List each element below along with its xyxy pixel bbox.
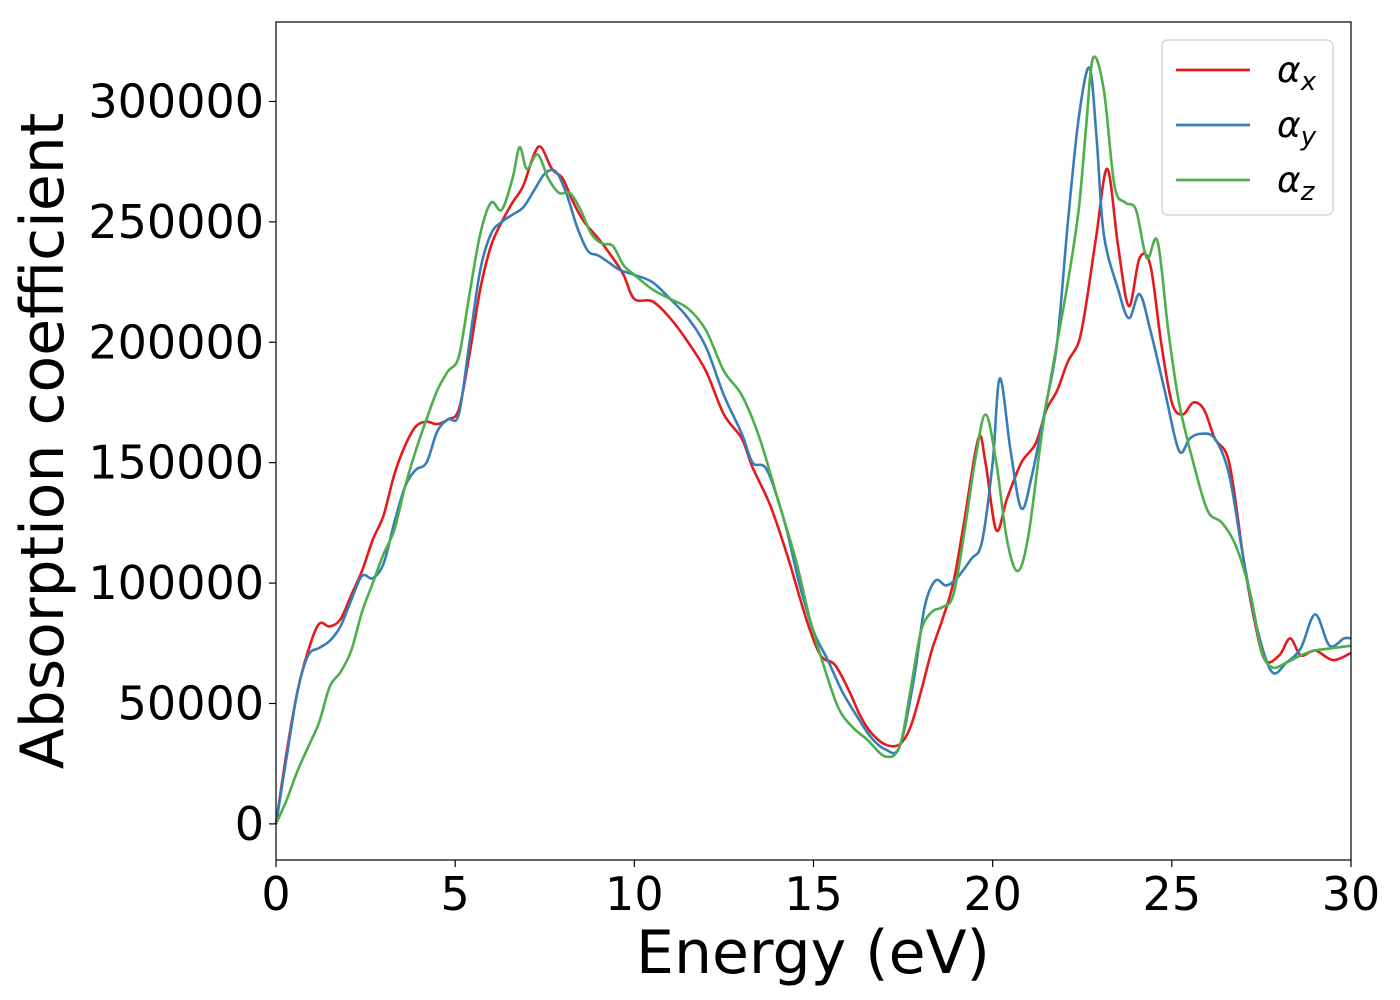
x-axis-label: Energy (eV) (636, 918, 990, 988)
y-tick-label: 100000 (88, 556, 264, 610)
y-axis-ticks: 0 50000 100000 150000 200000 250000 300000 (88, 74, 276, 851)
y-tick-label: 250000 (88, 195, 264, 249)
x-tick-label: 20 (963, 867, 1022, 921)
y-tick-label: 50000 (118, 676, 264, 730)
legend-label-x: αx (1277, 50, 1317, 97)
x-axis-ticks: 0 5 10 15 20 25 30 (261, 860, 1380, 921)
legend-label-y: αy (1277, 105, 1317, 152)
x-tick-label: 0 (261, 867, 290, 921)
legend-label-z: αz (1277, 160, 1316, 207)
y-axis-label: Absorption coefficient (8, 113, 78, 770)
y-tick-label: 150000 (88, 436, 264, 490)
legend: αx αy αz (1161, 39, 1334, 216)
legend-box (1161, 39, 1334, 216)
series-line-z (274, 55, 1352, 825)
series-lines (274, 55, 1352, 825)
y-tick-label: 200000 (88, 315, 264, 369)
x-tick-label: 5 (441, 867, 470, 921)
x-tick-label: 30 (1322, 867, 1381, 921)
y-tick-label: 0 (235, 797, 264, 851)
x-tick-label: 15 (784, 867, 843, 921)
y-tick-label: 300000 (88, 74, 264, 128)
series-line-y (274, 66, 1352, 825)
series-line-x (274, 145, 1352, 825)
x-tick-label: 10 (605, 867, 664, 921)
x-tick-label: 25 (1143, 867, 1202, 921)
